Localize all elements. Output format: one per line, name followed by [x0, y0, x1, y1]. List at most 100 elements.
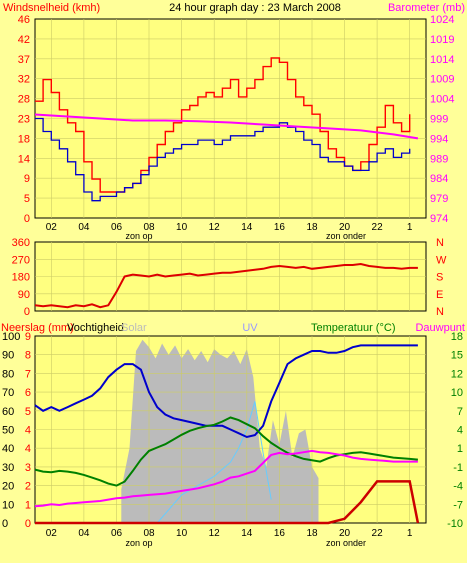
humidity-tick-label: 40 — [2, 443, 14, 455]
humidity-axis-label: Vochtigheid — [67, 322, 124, 334]
chart-title: 24 hour graph day : 23 March 2008 — [169, 2, 341, 14]
wind-panel-x-ticks: 02 04 06 08 10 12 14 16 18 20 22 1 — [46, 222, 413, 233]
temperature-ticks: 18 15 12 10 7 4 1 -1 -4 -7 -10 — [447, 331, 463, 530]
barometer-tick-label: 994 — [430, 133, 448, 145]
climate-x-tick-label: 18 — [306, 528, 318, 539]
direction-compass-label: N — [436, 306, 444, 318]
wind-speed-ticks: 46 42 37 32 28 23 18 14 9 5 0 — [18, 14, 30, 225]
rain-tick-label: 1 — [25, 499, 31, 511]
wind-x-tick-label: 10 — [176, 222, 188, 233]
wind-speed-tick-label: 42 — [18, 34, 30, 46]
wind-x-tick-label: 1 — [407, 222, 413, 233]
humidity-line — [34, 344, 418, 439]
solar-axis-label: Solar — [121, 322, 147, 334]
rain-tick-label: 9 — [25, 331, 31, 343]
barometer-axis-label: Barometer (mb) — [388, 2, 465, 14]
humidity-tick-label: 30 — [2, 462, 14, 474]
climate-x-tick-label: 08 — [143, 528, 155, 539]
barometer-ticks: 1024 1019 1014 1009 1004 999 994 989 984 979 974 — [430, 14, 454, 225]
rain-line — [35, 480, 420, 525]
solar-area — [121, 339, 319, 523]
direction-degree-ticks: 360 270 180 90 0 — [12, 237, 30, 318]
rain-tick-label: 6 — [25, 387, 31, 399]
direction-degree-label: 0 — [24, 306, 30, 318]
humidity-tick-label: 50 — [2, 425, 14, 437]
wind-direction-line — [34, 262, 418, 309]
climate-x-tick-label: 10 — [176, 528, 188, 539]
barometer-tick-label: 1024 — [430, 14, 454, 26]
wind-x-tick-label: 20 — [339, 222, 351, 233]
temperature-tick-label: 18 — [451, 331, 463, 343]
barometer-tick-label: 1004 — [430, 94, 454, 106]
barometer-tick-label: 1014 — [430, 54, 454, 66]
rain-tick-label: 0 — [25, 518, 31, 530]
direction-compass-label: E — [436, 289, 443, 301]
wind-x-tick-label: 16 — [274, 222, 286, 233]
wind-speed-tick-label: 37 — [18, 54, 30, 66]
wind-x-tick-label: 04 — [78, 222, 90, 233]
wind-speed-tick-label: 23 — [18, 114, 30, 126]
temperature-line — [34, 416, 418, 487]
climate-panel-x-ticks: 02 04 06 08 10 12 14 16 18 20 22 1 — [46, 528, 413, 539]
climate-x-tick-label: 02 — [46, 528, 58, 539]
wind-speed-tick-label: 0 — [24, 213, 30, 225]
rain-tick-label: 5 — [25, 406, 31, 418]
direction-degree-label: 180 — [12, 272, 30, 284]
temperature-tick-label: -10 — [447, 518, 463, 530]
rain-ticks: 9 8 7 6 5 4 4 3 2 1 0 — [25, 331, 31, 530]
temperature-tick-label: -4 — [453, 481, 463, 493]
barometer-tick-label: 999 — [430, 114, 448, 126]
rain-tick-label: 2 — [25, 481, 31, 493]
wind-speed-tick-label: 14 — [18, 153, 30, 165]
uv-axis-label: UV — [242, 322, 258, 334]
direction-degree-label: 360 — [12, 237, 30, 249]
wind-average-line — [35, 117, 411, 202]
temperature-tick-label: 12 — [451, 368, 463, 380]
humidity-tick-label: 0 — [2, 518, 8, 530]
climate-panel-series — [34, 344, 420, 525]
rain-tick-label: 3 — [25, 462, 31, 474]
wind-x-tick-label: 12 — [209, 222, 221, 233]
sunrise-label: zon op — [125, 231, 152, 241]
climate-x-tick-label: 14 — [241, 528, 253, 539]
wind-panel-series — [34, 57, 419, 202]
climate-x-tick-label: 04 — [78, 528, 90, 539]
climate-panel-grid — [35, 336, 426, 523]
wind-speed-tick-label: 5 — [24, 193, 30, 205]
temperature-tick-label: 15 — [451, 350, 463, 362]
climate-x-tick-label: 1 — [407, 528, 413, 539]
climate-x-tick-label: 06 — [111, 528, 123, 539]
humidity-tick-label: 70 — [2, 387, 14, 399]
temperature-tick-label: 10 — [451, 387, 463, 399]
direction-compass-label: S — [436, 272, 443, 284]
wind-x-tick-label: 18 — [306, 222, 318, 233]
humidity-tick-label: 80 — [2, 368, 14, 380]
direction-degree-label: 270 — [12, 254, 30, 266]
wind-speed-tick-label: 18 — [18, 133, 30, 145]
humidity-tick-label: 100 — [2, 331, 20, 343]
rain-axis-label: Neerslag (mm) — [1, 322, 74, 334]
barometer-tick-label: 1009 — [430, 74, 454, 86]
barometer-tick-label: 974 — [430, 213, 448, 225]
sunrise-label-bottom: zon op — [125, 538, 152, 548]
barometer-tick-label: 1019 — [430, 34, 454, 46]
humidity-tick-label: 20 — [2, 481, 14, 493]
humidity-tick-label: 90 — [2, 350, 14, 362]
sunset-label: zon onder — [326, 231, 366, 241]
barometer-line — [34, 113, 419, 140]
temperature-axis-label: Temperatuur (°C) — [311, 322, 395, 334]
humidity-tick-label: 10 — [2, 499, 14, 511]
wind-x-tick-label: 14 — [241, 222, 253, 233]
direction-degree-label: 90 — [18, 289, 30, 301]
rain-tick-label: 8 — [25, 350, 31, 362]
temperature-tick-label: -1 — [453, 462, 463, 474]
humidity-tick-label: 60 — [2, 406, 14, 418]
wind-x-tick-label: 02 — [46, 222, 58, 233]
climate-x-tick-label: 22 — [372, 528, 384, 539]
temperature-tick-label: 1 — [457, 443, 463, 455]
direction-compass-label: N — [436, 237, 444, 249]
wind-x-tick-label: 06 — [111, 222, 123, 233]
climate-x-tick-label: 12 — [209, 528, 221, 539]
